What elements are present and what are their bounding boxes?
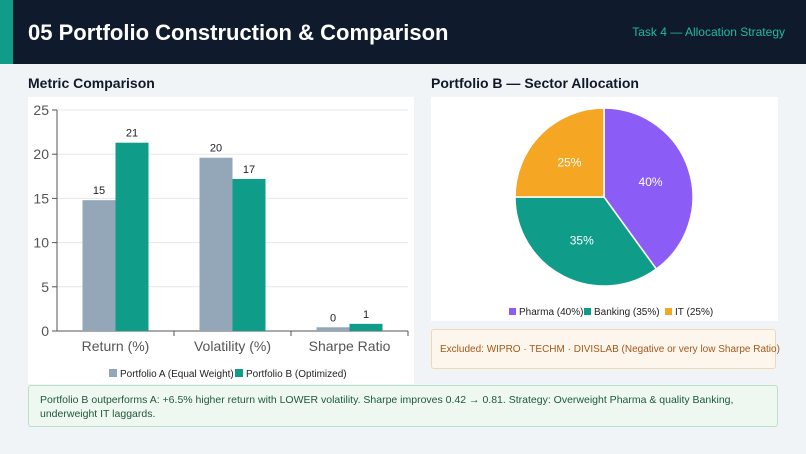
- pie-slice-label: 35%: [570, 234, 594, 248]
- summary-text: Portfolio B outperforms A: +6.5% higher …: [40, 394, 734, 420]
- bar-value-label: 20: [210, 143, 222, 155]
- sector-allocation-title: Portfolio B — Sector Allocation: [431, 75, 639, 91]
- x-category-label: Sharpe Ratio: [309, 338, 391, 354]
- metric-comparison-panel: 0 5 10 15 20 25 15 21 Return (%) 20 17 Volatility (…: [28, 97, 414, 384]
- header-accent-bar: [0, 0, 13, 64]
- pie-slice-pharma-40: [603, 107, 694, 271]
- legend-swatch-pharma-40: [509, 308, 516, 315]
- metric-comparison-title: Metric Comparison: [28, 75, 155, 91]
- legend-swatch-portfolio-b-optimized: [235, 369, 243, 377]
- bar-portfolio-a-equal-weight-sharpe-ratio: [316, 327, 350, 331]
- y-tick-label: 25: [33, 102, 49, 118]
- y-tick-label: 15: [33, 190, 49, 206]
- legend-label-portfolio-a-equal-weight: Portfolio A (Equal Weight): [120, 369, 234, 380]
- pie-slice-it-25: [514, 107, 605, 198]
- page-subtitle: Task 4 — Allocation Strategy: [632, 25, 785, 39]
- legend-label-it-25: IT (25%): [675, 307, 713, 318]
- x-category-label: Volatility (%): [194, 338, 271, 354]
- page-title: 05 Portfolio Construction & Comparison: [28, 20, 449, 45]
- pie-slice-banking-35: [514, 196, 658, 287]
- legend-label-portfolio-b-optimized: Portfolio B (Optimized): [246, 369, 347, 380]
- excluded-stocks-note: Excluded: WIPRO · TECHM · DIVISLAB (Nega…: [431, 329, 780, 369]
- bar-value-label: 1: [363, 309, 369, 321]
- legend-label-pharma-40: Pharma (40%): [519, 307, 583, 318]
- legend-swatch-it-25: [665, 308, 672, 315]
- bar-portfolio-b-optimized-return: [115, 142, 149, 331]
- bar-portfolio-b-optimized-volatility: [232, 178, 266, 331]
- legend-swatch-portfolio-a-equal-weight: [109, 369, 117, 377]
- bar-portfolio-a-equal-weight-return: [82, 200, 116, 331]
- pie-slice-label: 40%: [639, 175, 663, 189]
- bar-value-label: 21: [126, 128, 138, 140]
- bar-portfolio-b-optimized-sharpe-ratio: [349, 323, 383, 331]
- sector-allocation-panel: 40% 35% 25% Pharma (40%) Banking (35%) IT (25…: [431, 97, 778, 321]
- y-tick-label: 20: [33, 146, 49, 162]
- legend-label-banking-35: Banking (35%): [594, 307, 660, 318]
- summary-callout: Portfolio B outperforms A: +6.5% higher …: [28, 385, 778, 427]
- excluded-stocks-text: Excluded: WIPRO · TECHM · DIVISLAB (Nega…: [440, 343, 780, 355]
- y-tick-label: 0: [41, 323, 49, 339]
- legend-swatch-banking-35: [584, 308, 591, 315]
- bar-value-label: 15: [93, 185, 105, 197]
- header-bar: 05 Portfolio Construction & Comparison T…: [0, 0, 806, 64]
- x-category-label: Return (%): [82, 338, 150, 354]
- sector-allocation-chart: 40% 35% 25% Pharma (40%) Banking (35%) IT (25…: [509, 107, 713, 318]
- pie-slice-label: 25%: [557, 155, 581, 169]
- bar-portfolio-a-equal-weight-volatility: [199, 157, 233, 331]
- y-tick-label: 10: [33, 235, 49, 251]
- y-tick-label: 5: [41, 279, 49, 295]
- bar-value-label: 0: [330, 312, 336, 324]
- bar-value-label: 17: [243, 164, 255, 176]
